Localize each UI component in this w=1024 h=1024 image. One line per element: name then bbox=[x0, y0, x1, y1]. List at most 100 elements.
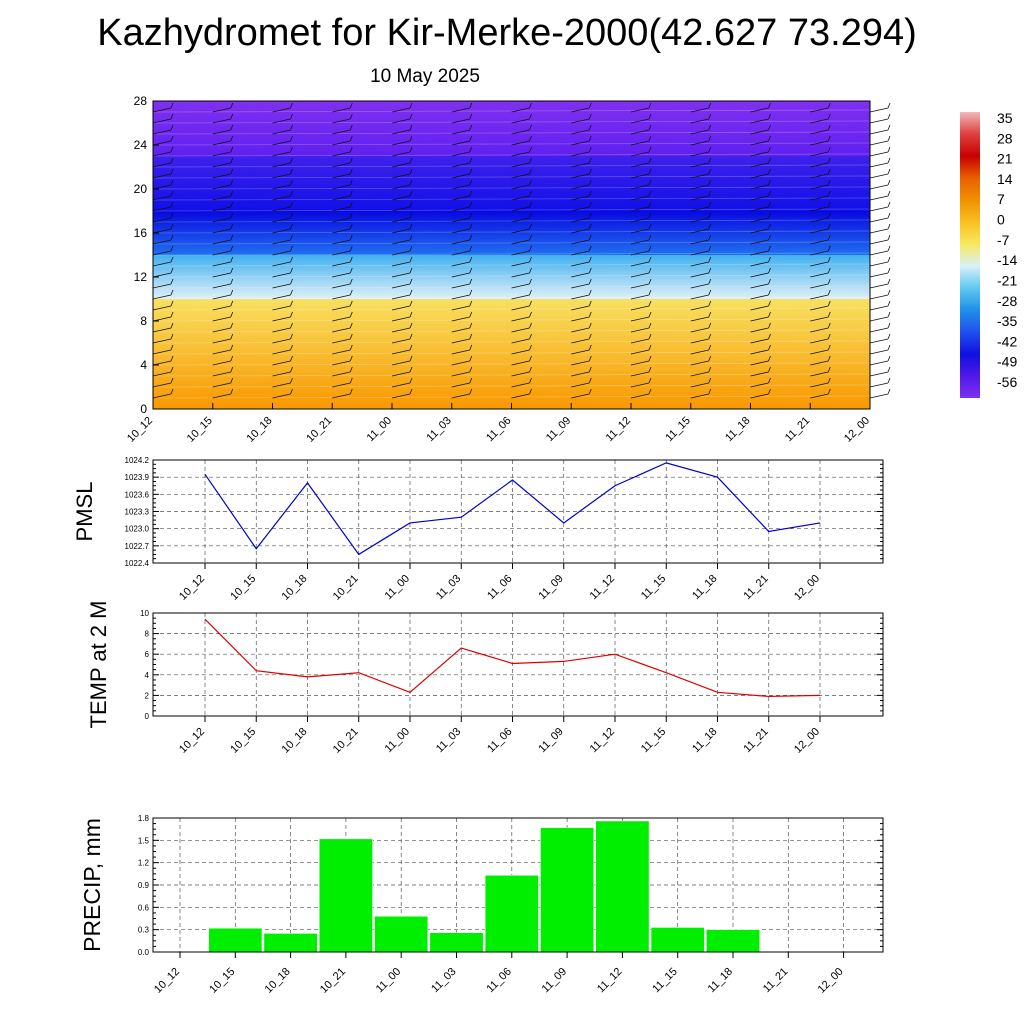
wind-barb bbox=[571, 283, 590, 289]
wind-barb bbox=[272, 151, 291, 157]
wind-barb bbox=[391, 371, 411, 377]
wind-barb bbox=[630, 327, 650, 333]
precip-panel: 0.0 0.3 0.6 0.9 1.2 1.5 1.8 10_12 10_15 10_18 10_2… bbox=[79, 814, 884, 996]
wind-barb-flag bbox=[230, 179, 234, 186]
wind-barb-flag bbox=[230, 366, 234, 373]
wind-barb-flag bbox=[409, 113, 413, 120]
wind-barb bbox=[810, 393, 829, 399]
x-tick-label: 11_12 bbox=[595, 966, 625, 996]
wind-barb-flag bbox=[648, 256, 652, 263]
x-tick-label: 11_09 bbox=[536, 726, 566, 756]
wind-barb-flag bbox=[469, 124, 473, 131]
wind-barb-flag bbox=[230, 212, 234, 219]
wind-barb bbox=[511, 107, 530, 113]
wind-barb bbox=[810, 360, 829, 366]
wind-barb-flag bbox=[170, 135, 174, 142]
colorbar-label: -14 bbox=[997, 252, 1017, 268]
wind-barb-flag bbox=[768, 102, 771, 109]
wind-barb-flag bbox=[349, 355, 353, 362]
wind-barb-flag bbox=[887, 168, 891, 175]
wind-barb-flag bbox=[529, 223, 532, 230]
wind-barb bbox=[571, 327, 590, 333]
wind-barb-flag bbox=[349, 245, 353, 252]
wind-barb bbox=[391, 239, 411, 245]
wind-barb-flag bbox=[349, 168, 353, 175]
wind-barb bbox=[451, 217, 470, 223]
wind-barb-flag bbox=[290, 333, 293, 340]
y-tick-label: 1024.2 bbox=[125, 456, 150, 465]
colorbar: 35 28 21 14 7 0 -7 -14 -21 -28 -35 -42 -49 -56 bbox=[960, 110, 1017, 398]
wind-barb-flag bbox=[588, 300, 592, 307]
x-tick-label: 11_03 bbox=[424, 415, 454, 445]
wind-barb bbox=[810, 239, 829, 245]
wind-barb-flag bbox=[768, 157, 771, 164]
wind-barb bbox=[571, 272, 590, 278]
wind-barb bbox=[391, 327, 411, 333]
wind-barb-flag bbox=[349, 366, 353, 373]
wind-barb bbox=[451, 173, 470, 179]
wind-barb bbox=[750, 382, 769, 388]
wind-barb bbox=[690, 195, 709, 201]
wind-barb bbox=[332, 162, 351, 168]
wind-barb bbox=[451, 294, 470, 300]
wind-barb-flag bbox=[887, 201, 891, 208]
y-tick-label: 4 bbox=[145, 671, 150, 680]
wind-barb bbox=[571, 151, 590, 157]
colorbar-label: -35 bbox=[997, 313, 1017, 329]
wind-barb bbox=[212, 382, 231, 388]
wind-barb-flag bbox=[409, 212, 413, 219]
wind-barb bbox=[690, 327, 709, 333]
wind-barb-flag bbox=[588, 102, 592, 109]
x-tick-label: 11_09 bbox=[544, 415, 574, 445]
wind-barb bbox=[212, 118, 231, 124]
wind-barb bbox=[690, 206, 709, 212]
pmsl-panel: 1022.4 1022.7 1023.0 1023.3 1023.6 1023.9 1024… bbox=[72, 456, 884, 603]
wind-barb bbox=[869, 195, 889, 201]
wind-barb-flag bbox=[827, 179, 831, 186]
x-tick-label: 11_18 bbox=[690, 726, 720, 756]
wind-barb-flag bbox=[648, 146, 652, 153]
colorbar-label: 14 bbox=[997, 171, 1013, 187]
x-tick-label: 12_00 bbox=[792, 726, 822, 756]
wind-barb-flag bbox=[469, 146, 473, 153]
wind-barb-flag bbox=[349, 234, 353, 241]
x-tick-label: 11_03 bbox=[429, 966, 459, 996]
x-tick-label: 11_06 bbox=[485, 573, 515, 603]
wind-barb-flag bbox=[648, 322, 652, 329]
wind-barb-flag bbox=[469, 113, 473, 120]
wind-barb-flag bbox=[529, 212, 532, 219]
wind-barb-flag bbox=[230, 256, 234, 263]
wind-barb bbox=[511, 294, 530, 300]
wind-barb-flag bbox=[469, 190, 473, 197]
wind-barb bbox=[810, 151, 829, 157]
y-tick-label: 1023.6 bbox=[125, 490, 150, 499]
wind-barb bbox=[391, 184, 411, 190]
wind-barb bbox=[690, 261, 709, 267]
wind-barb-flag bbox=[529, 234, 532, 241]
wind-barb-flag bbox=[170, 366, 174, 373]
wind-barb-flag bbox=[409, 201, 413, 208]
wind-barb bbox=[810, 327, 829, 333]
wind-barb-flag bbox=[827, 388, 831, 395]
wind-barb bbox=[152, 272, 172, 278]
x-tick-label: 10_12 bbox=[152, 966, 182, 996]
wind-barb bbox=[869, 338, 889, 344]
wind-barb bbox=[272, 338, 291, 344]
wind-barb-flag bbox=[469, 267, 473, 274]
wind-barb bbox=[332, 371, 351, 377]
wind-barb-flag bbox=[827, 256, 831, 263]
panel-frame bbox=[152, 459, 884, 564]
wind-barb bbox=[571, 360, 590, 366]
wind-barb bbox=[212, 316, 231, 322]
wind-barb bbox=[690, 129, 709, 135]
wind-barb-flag bbox=[230, 322, 234, 329]
wind-barb bbox=[810, 349, 829, 355]
wind-barb bbox=[750, 228, 769, 234]
wind-barb bbox=[690, 184, 709, 190]
wind-barb bbox=[869, 371, 889, 377]
wind-barb-flag bbox=[648, 157, 652, 164]
wind-barb bbox=[750, 250, 769, 256]
wind-barb bbox=[630, 239, 650, 245]
wind-barb bbox=[212, 195, 231, 201]
wind-barb bbox=[810, 184, 829, 190]
